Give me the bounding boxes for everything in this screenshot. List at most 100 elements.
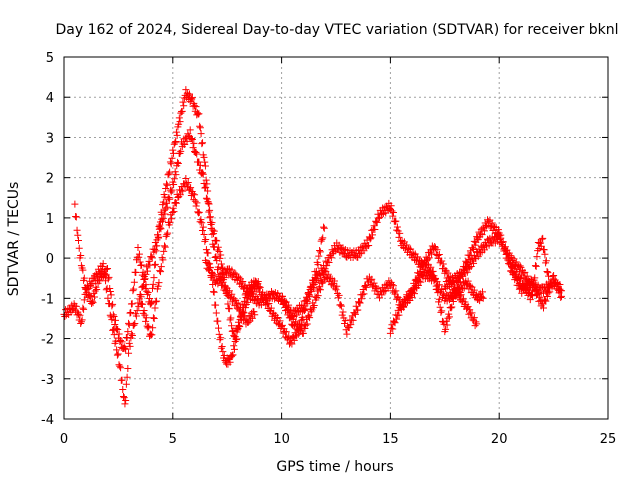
data-point — [360, 290, 368, 298]
data-point — [160, 247, 168, 255]
data-point — [214, 243, 222, 251]
data-point — [195, 158, 203, 166]
data-point — [155, 279, 163, 287]
data-point — [188, 135, 196, 143]
data-point — [130, 321, 138, 329]
data-point — [361, 282, 369, 290]
x-tick-label: 25 — [600, 432, 617, 447]
data-point — [449, 278, 457, 286]
data-point — [367, 234, 375, 242]
data-point — [168, 215, 176, 223]
data-point — [167, 188, 175, 196]
data-point — [356, 299, 364, 307]
data-point — [217, 344, 225, 352]
data-point — [279, 329, 287, 337]
data-point — [470, 259, 478, 267]
data-point — [366, 235, 374, 243]
data-point — [199, 170, 207, 178]
data-point — [146, 330, 154, 338]
data-point — [471, 322, 479, 330]
data-point — [408, 289, 416, 297]
data-point — [212, 309, 220, 317]
data-point — [319, 234, 327, 242]
data-point — [557, 293, 565, 301]
data-point — [143, 290, 151, 298]
data-point — [434, 289, 442, 297]
data-point — [411, 276, 419, 284]
data-point — [437, 308, 445, 316]
data-point — [417, 278, 425, 286]
data-point — [149, 280, 157, 288]
data-point — [147, 253, 155, 261]
data-point — [156, 267, 164, 275]
data-point — [109, 300, 117, 308]
data-point — [301, 302, 309, 310]
data-point — [250, 308, 258, 316]
data-point — [176, 118, 184, 126]
data-point — [101, 270, 109, 278]
data-point — [222, 287, 230, 295]
data-point — [317, 237, 325, 245]
data-point — [162, 232, 170, 240]
data-point — [417, 268, 425, 276]
data-point — [230, 295, 238, 303]
series-sat-h — [506, 234, 553, 304]
data-point — [149, 314, 157, 322]
data-point — [192, 202, 200, 210]
data-points — [60, 86, 566, 408]
data-point — [145, 323, 153, 331]
data-point — [402, 298, 410, 306]
data-point — [183, 137, 191, 145]
data-point — [219, 348, 227, 356]
data-point — [431, 276, 439, 284]
data-point — [316, 272, 324, 280]
data-point — [406, 293, 414, 301]
data-point — [410, 284, 418, 292]
data-point — [351, 310, 359, 318]
data-point — [366, 276, 374, 284]
data-point — [390, 317, 398, 325]
data-point — [230, 342, 238, 350]
data-point — [77, 252, 85, 260]
data-point — [213, 237, 221, 245]
data-point — [103, 284, 111, 292]
data-point — [174, 160, 182, 168]
data-point — [135, 250, 143, 258]
data-point — [337, 301, 345, 309]
data-point — [355, 298, 363, 306]
x-axis-label: GPS time / hours — [276, 459, 393, 475]
data-point — [396, 229, 404, 237]
data-point — [166, 158, 174, 166]
data-point — [75, 310, 83, 318]
data-point — [499, 238, 507, 246]
data-point — [338, 311, 346, 319]
data-point — [517, 275, 525, 283]
data-point — [370, 279, 378, 287]
data-point — [459, 295, 467, 303]
data-point — [388, 280, 396, 288]
data-point — [188, 95, 196, 103]
data-point — [395, 311, 403, 319]
data-point — [528, 291, 536, 299]
data-point — [302, 321, 310, 329]
data-point — [316, 286, 324, 294]
data-point — [138, 283, 146, 291]
data-point — [375, 214, 383, 222]
data-point — [201, 184, 209, 192]
data-point — [449, 298, 457, 306]
data-point — [73, 226, 81, 234]
data-point — [166, 195, 174, 203]
data-point — [138, 300, 146, 308]
data-point — [111, 321, 119, 329]
data-point — [154, 282, 162, 290]
x-tick-label: 10 — [273, 432, 290, 447]
data-point — [195, 209, 203, 217]
data-point — [278, 292, 286, 300]
data-point — [445, 313, 453, 321]
data-point — [93, 286, 101, 294]
data-point — [429, 267, 437, 275]
data-point — [163, 231, 171, 239]
data-point — [435, 251, 443, 259]
data-point — [215, 247, 223, 255]
data-point — [148, 331, 156, 339]
